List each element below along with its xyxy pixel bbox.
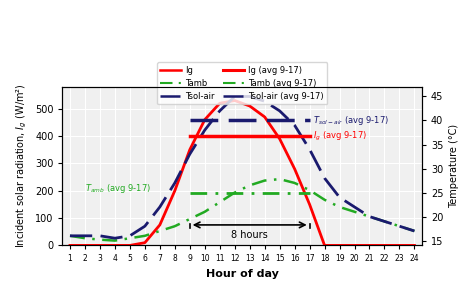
Tsol-air [67,234,73,238]
Tamb [142,234,148,238]
Tamb [67,234,73,238]
Tsol-air [367,215,373,218]
Tsol-air [232,95,237,98]
Ig [97,244,103,247]
Tsol-air [112,236,118,240]
Tsol-air [82,234,88,238]
Tsol-air [352,205,357,209]
Line: Ig: Ig [70,101,414,245]
Text: $T_{sol-air}$ (avg 9-17): $T_{sol-air}$ (avg 9-17) [312,114,389,127]
Ig [262,115,267,119]
Ig [112,244,118,247]
Ig [382,244,387,247]
Tsol-air [382,220,387,223]
Ig [247,104,253,108]
Tamb [337,205,342,209]
Tamb [82,236,88,240]
Tamb [202,210,208,213]
X-axis label: Hour of day: Hour of day [206,269,279,279]
Tamb [247,183,253,187]
Tamb [187,217,192,221]
Tsol-air [277,109,283,113]
Ig [127,244,133,247]
Tsol-air [172,181,178,185]
Tamb [352,210,357,213]
Ig [172,189,178,193]
Tamb [292,181,298,185]
Text: 8 hours: 8 hours [231,230,268,240]
Tsol-air [157,205,163,209]
Tsol-air [127,234,133,238]
Tsol-air [202,128,208,132]
Ig [187,148,192,151]
Ig [277,137,283,141]
Tamb [322,198,328,201]
Tsol-air [262,99,267,103]
Tamb [382,220,387,223]
Text: $I_g$ (avg 9-17): $I_g$ (avg 9-17) [312,130,366,143]
Ig [202,118,208,121]
Ig [217,101,223,105]
Tsol-air [292,123,298,127]
Ig [292,167,298,171]
Ig [411,244,417,247]
Ig [322,244,328,247]
Tamb [157,229,163,233]
Ig [157,223,163,227]
Tsol-air [411,229,417,233]
Ig [337,244,342,247]
Tamb [97,238,103,241]
Tamb [217,201,223,204]
Tsol-air [187,152,192,156]
Tsol-air [247,95,253,98]
Tsol-air [307,148,312,151]
Tamb [367,215,373,218]
Line: Tsol-air: Tsol-air [70,96,414,238]
Tsol-air [397,224,402,228]
Ig [232,99,237,102]
Line: Tamb: Tamb [70,179,414,240]
Tamb [411,229,417,233]
Ig [67,244,73,247]
Tamb [397,224,402,228]
Legend: Ig, Tamb, Tsol-air, Ig (avg 9-17), Tamb (avg 9-17), Tsol-air (avg 9-17): Ig, Tamb, Tsol-air, Ig (avg 9-17), Tamb … [157,63,327,104]
Tamb [112,239,118,242]
Tsol-air [217,109,223,113]
Text: $T_{amb}$ (avg 9-17): $T_{amb}$ (avg 9-17) [85,182,151,195]
Tamb [277,177,283,181]
Ig [142,241,148,244]
Tamb [262,179,267,182]
Tsol-air [322,176,328,180]
Ig [397,244,402,247]
Tamb [127,236,133,240]
Ig [307,203,312,206]
Tsol-air [97,234,103,238]
Tamb [232,191,237,194]
Tamb [172,224,178,228]
Tsol-air [142,224,148,228]
Ig [82,244,88,247]
Y-axis label: Temperature (°C): Temperature (°C) [449,124,459,208]
Ig [352,244,357,247]
Tsol-air [337,196,342,199]
Tamb [307,188,312,192]
Y-axis label: Incident solar radiation, $I_g$ (W/m²): Incident solar radiation, $I_g$ (W/m²) [15,84,29,248]
Ig [367,244,373,247]
